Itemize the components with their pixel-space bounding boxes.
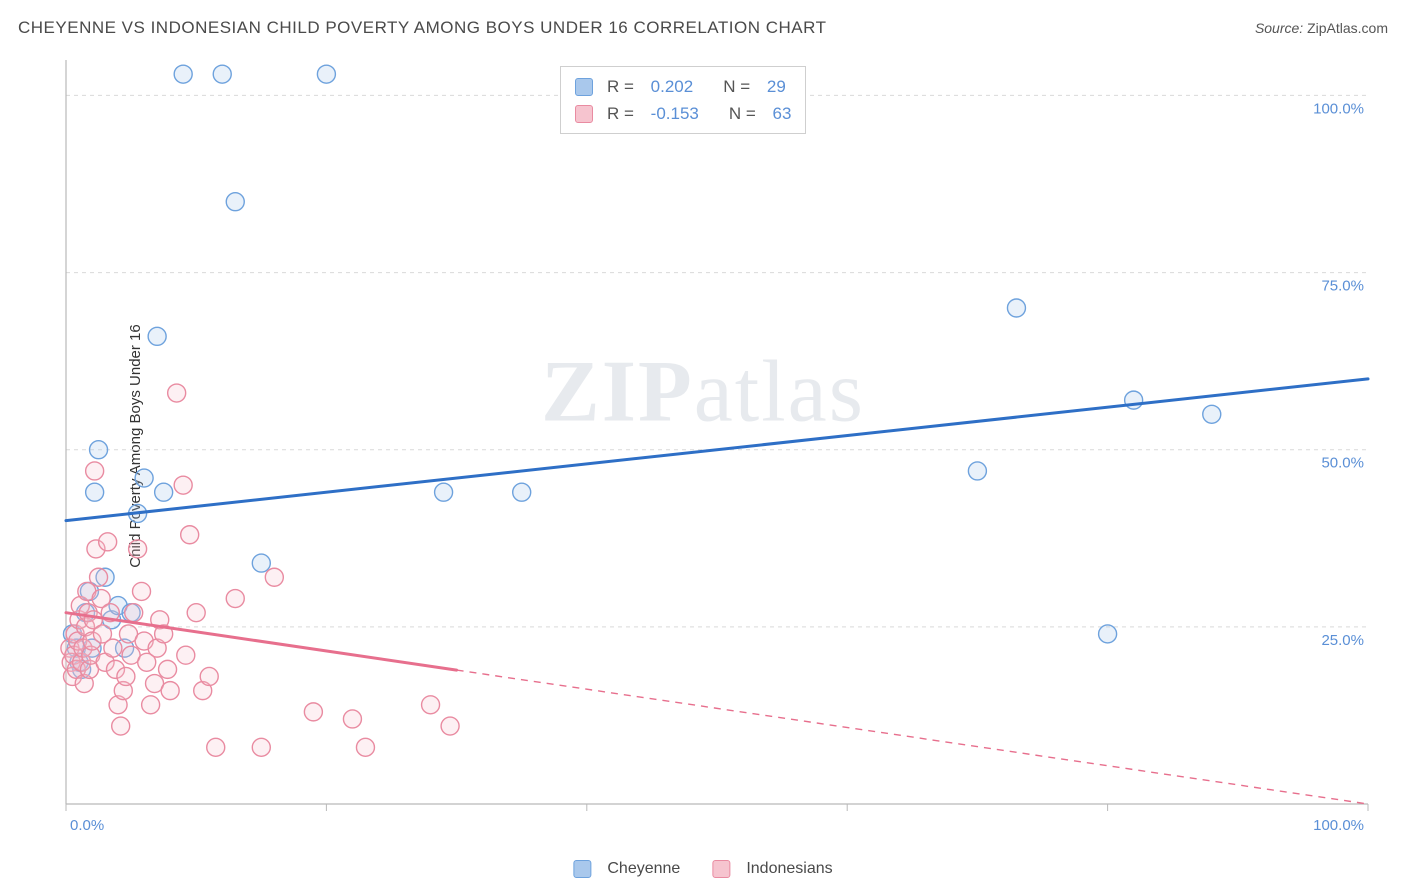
data-point — [86, 462, 104, 480]
data-point — [207, 738, 225, 756]
x-tick-label: 100.0% — [1313, 817, 1364, 834]
series-swatch — [575, 78, 593, 96]
data-point — [135, 469, 153, 487]
series-swatch — [575, 105, 593, 123]
y-tick-label: 75.0% — [1321, 278, 1364, 295]
legend-swatch — [712, 860, 730, 878]
data-point — [343, 710, 361, 728]
data-point — [187, 604, 205, 622]
data-point — [304, 703, 322, 721]
data-point — [142, 696, 160, 714]
stats-row: R = 0.202 N = 29 — [575, 73, 791, 100]
chart-header: CHEYENNE VS INDONESIAN CHILD POVERTY AMO… — [18, 18, 1388, 38]
legend-item: Indonesians — [712, 860, 832, 878]
source-value: ZipAtlas.com — [1307, 20, 1388, 36]
data-point — [265, 568, 283, 586]
n-label: N = — [723, 73, 750, 100]
data-point — [155, 483, 173, 501]
data-point — [356, 738, 374, 756]
data-point — [226, 193, 244, 211]
data-point — [252, 738, 270, 756]
data-point — [159, 660, 177, 678]
data-point — [133, 582, 151, 600]
data-point — [200, 667, 218, 685]
data-point — [422, 696, 440, 714]
y-tick-label: 25.0% — [1321, 632, 1364, 649]
data-point — [1203, 405, 1221, 423]
chart-area: 25.0% 50.0% 75.0% 100.0% 0.0% 100.0% — [54, 60, 1384, 840]
data-point — [177, 646, 195, 664]
data-point — [104, 639, 122, 657]
data-point — [129, 540, 147, 558]
data-point — [513, 483, 531, 501]
legend-item: Cheyenne — [573, 860, 680, 878]
data-point — [1007, 299, 1025, 317]
r-label: R = — [607, 100, 634, 127]
scatter-plot-svg: 25.0% 50.0% 75.0% 100.0% 0.0% 100.0% — [54, 60, 1384, 840]
source-label: Source: — [1255, 20, 1303, 36]
n-value: 29 — [767, 73, 786, 100]
data-point — [168, 384, 186, 402]
data-point — [1099, 625, 1117, 643]
data-point — [174, 65, 192, 83]
n-label: N = — [729, 100, 756, 127]
r-label: R = — [607, 73, 634, 100]
data-point — [435, 483, 453, 501]
stats-row: R = -0.153 N = 63 — [575, 100, 791, 127]
data-point — [968, 462, 986, 480]
data-point — [226, 590, 244, 608]
data-point — [148, 327, 166, 345]
chart-title: CHEYENNE VS INDONESIAN CHILD POVERTY AMO… — [18, 18, 826, 38]
x-tick-label: 0.0% — [70, 817, 104, 834]
y-tick-label: 50.0% — [1321, 455, 1364, 472]
data-point — [86, 483, 104, 501]
data-point — [90, 441, 108, 459]
stats-box: R = 0.202 N = 29 R = -0.153 N = 63 — [560, 66, 806, 134]
n-value: 63 — [773, 100, 792, 127]
data-point — [99, 533, 117, 551]
y-tick-label: 100.0% — [1313, 100, 1364, 117]
data-point — [117, 667, 135, 685]
data-point — [161, 682, 179, 700]
chart-source: Source: ZipAtlas.com — [1255, 20, 1388, 36]
data-point — [441, 717, 459, 735]
legend-label: Cheyenne — [607, 860, 680, 878]
data-point — [174, 476, 192, 494]
data-point — [125, 604, 143, 622]
data-point — [317, 65, 335, 83]
r-value: 0.202 — [651, 73, 694, 100]
legend-swatch — [573, 860, 591, 878]
r-value: -0.153 — [651, 100, 699, 127]
data-point — [213, 65, 231, 83]
data-point — [90, 568, 108, 586]
legend-label: Indonesians — [746, 860, 832, 878]
data-point — [112, 717, 130, 735]
trend-line-extrapolated — [457, 670, 1368, 804]
data-point — [252, 554, 270, 572]
data-point — [181, 526, 199, 544]
bottom-legend: Cheyenne Indonesians — [573, 860, 832, 878]
